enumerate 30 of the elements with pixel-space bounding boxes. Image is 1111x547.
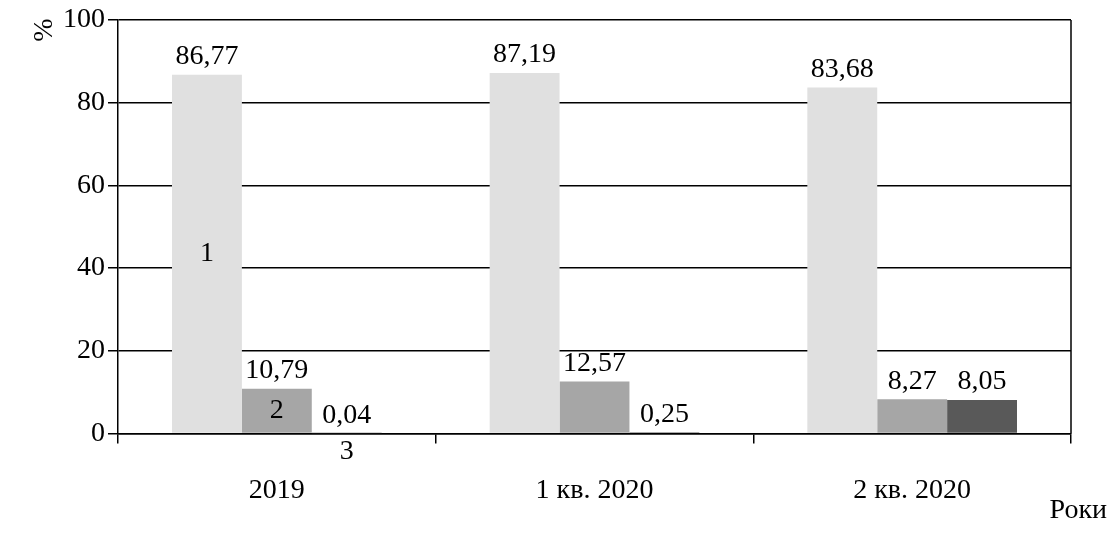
data-label: 8,05: [957, 364, 1007, 396]
bar: [559, 381, 630, 433]
y-tick-label: 20: [77, 333, 105, 365]
y-tick-label: 100: [63, 2, 105, 34]
data-label: 86,77: [175, 39, 239, 71]
bar: [241, 388, 312, 433]
bar: [489, 72, 560, 433]
data-label: 8,27: [887, 363, 937, 395]
data-label: 87,19: [493, 37, 557, 69]
x-tick-label: 2019: [248, 472, 305, 504]
y-tick-label: 40: [77, 250, 105, 282]
series-label: 1: [199, 236, 214, 268]
y-axis-title: %: [27, 18, 59, 42]
bar: [172, 74, 242, 433]
y-tick-label: 0: [91, 415, 105, 447]
y-tick-label: 60: [77, 167, 105, 199]
series-label: 3: [339, 433, 354, 465]
data-label: 83,68: [810, 51, 874, 83]
x-tick-label: 2 кв. 2020: [853, 472, 972, 504]
bar: [947, 400, 1017, 433]
x-axis-title: Роки: [1049, 493, 1108, 525]
x-tick-label: 1 кв. 2020: [535, 472, 654, 504]
series-label: 2: [269, 393, 284, 425]
bar: [877, 399, 948, 433]
data-label: 0,25: [639, 396, 689, 428]
data-label: 12,57: [563, 345, 626, 377]
y-tick-label: 80: [77, 85, 105, 117]
data-label: 10,79: [245, 353, 309, 385]
data-label: 0,04: [322, 397, 372, 429]
bar: [807, 87, 878, 433]
